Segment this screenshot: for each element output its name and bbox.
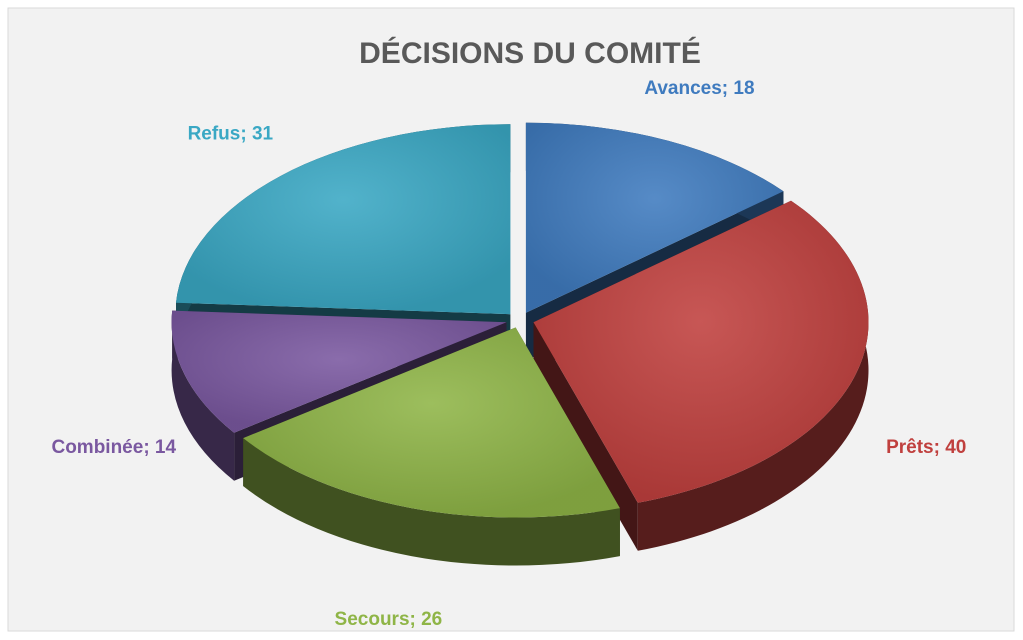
slice-outer-side bbox=[637, 200, 869, 551]
slice-outer-side bbox=[243, 438, 620, 566]
chart-title: DÉCISIONS DU COMITÉ bbox=[359, 36, 701, 70]
slice-shading bbox=[176, 124, 511, 315]
data-label: Refus; 31 bbox=[188, 123, 274, 144]
slice-shading bbox=[171, 310, 507, 433]
pie-labels: Avances; 18 Prêts; 40 Secours; 26 Combinée;… bbox=[51, 78, 966, 630]
data-label: Avances; 18 bbox=[644, 78, 754, 99]
slice-shading bbox=[243, 327, 620, 518]
slice-shading bbox=[525, 122, 784, 313]
data-label: Prêts; 40 bbox=[886, 437, 966, 458]
slice-outer-side bbox=[171, 310, 235, 481]
pie-tops bbox=[171, 122, 869, 518]
data-label: Combinée; 14 bbox=[51, 437, 176, 458]
data-label: Secours; 26 bbox=[335, 609, 443, 630]
slice-radial-side bbox=[533, 322, 638, 551]
slice-shading bbox=[533, 200, 869, 503]
